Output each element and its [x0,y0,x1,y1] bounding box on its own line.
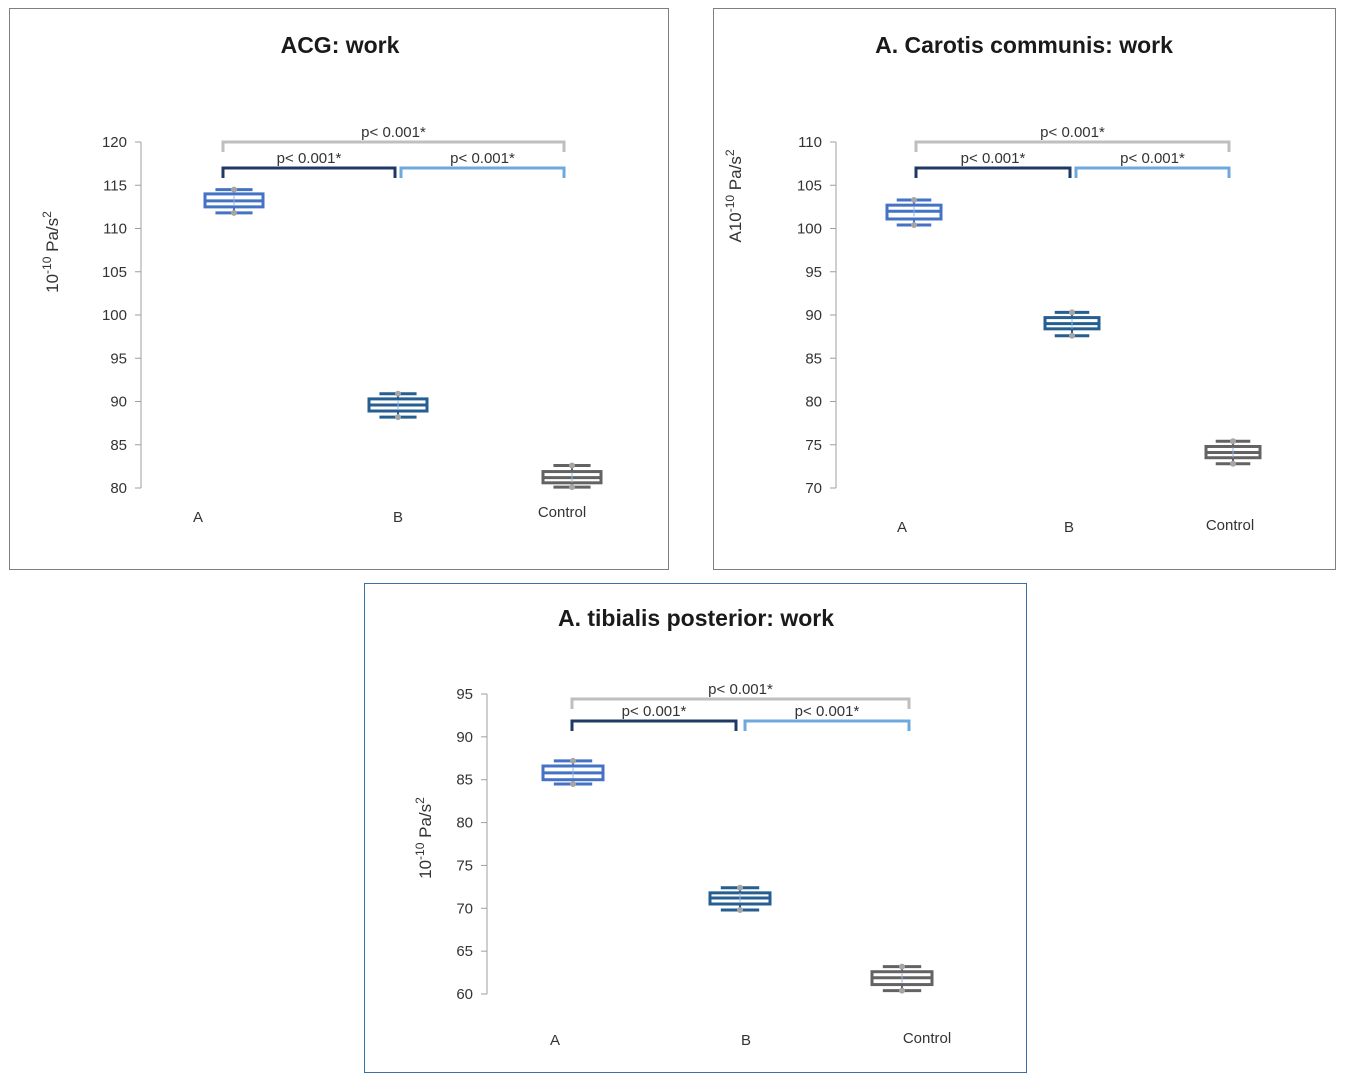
y-axis-label-base: A10 [726,212,745,242]
y-tick-label: 105 [797,177,822,194]
significance-label-b-control: p< 0.001* [450,150,515,167]
box-min-point-control [899,987,905,994]
chart-title: ACG: work [281,32,400,58]
box-max-point-control [569,462,575,469]
category-label-b: B [1064,519,1074,536]
significance-label-a-control: p< 0.001* [361,124,426,141]
significance-label-a-control: p< 0.001* [1040,124,1105,141]
y-tick-label: 85 [805,350,822,367]
significance-label-a-b: p< 0.001* [277,150,342,167]
chart-carotis: A. Carotis communis: work 70 75 80 85 90 95 100… [723,32,1262,536]
y-tick-label: 80 [456,815,473,832]
chart-panel-acg: ACG: work 80 85 90 95 100 105 110 115 120 10-10 Pa… [9,8,669,570]
y-tick-label: 100 [102,307,127,324]
y-axis-label-exponent: -10 [40,256,54,274]
y-axis-label-square: 2 [723,149,737,156]
significance-label-a-b: p< 0.001* [961,150,1026,167]
category-label-b: B [393,509,403,526]
y-tick-label: 75 [805,437,822,454]
y-axis-label: 10-10 Pa/s2 [413,797,435,879]
y-tick-label: 75 [456,857,473,874]
box-max-point-a [231,186,237,193]
significance-label-b-control: p< 0.001* [1120,150,1185,167]
y-tick-label: 105 [102,264,127,281]
chart-title: A. tibialis posterior: work [558,605,834,631]
category-label-a: A [193,509,203,526]
significance-bracket-a-control [914,140,1231,152]
y-tick-label: 115 [103,177,127,194]
y-tick-label: 95 [456,686,473,703]
significance-bracket-a-b [221,166,397,178]
significance-label-a-b: p< 0.001* [622,703,687,720]
box-max-point-control [1230,438,1236,445]
y-tick-label: 95 [110,350,127,367]
chart-acg: ACG: work 80 85 90 95 100 105 110 115 120 10-10 Pa… [40,32,603,526]
chart-tibialis: A. tibialis posterior: work 60 65 70 75 80 85 9… [413,605,951,1049]
category-label-a: A [897,519,907,536]
y-axis-label: 10-10 Pa/s2 [40,211,62,293]
y-tick-label: 60 [456,986,473,1003]
y-tick-label: 90 [805,307,822,324]
y-tick-label: 85 [110,437,127,454]
y-tick-label: 100 [797,221,822,238]
y-axis-label-unit: Pa/s [416,804,435,843]
y-axis-label-base: 10 [43,274,62,293]
significance-bracket-a-control [221,140,566,152]
y-tick-label: 80 [805,394,822,411]
box-min-point-control [569,484,575,491]
y-tick-label: 90 [110,394,127,411]
box-max-point-b [1069,309,1075,316]
category-label-a: A [550,1032,560,1049]
box-min-point-b [395,414,401,421]
box-min-point-a [911,222,917,229]
y-axis-label: A10-10 Pa/s2 [723,149,745,242]
y-tick-label: 95 [805,264,822,281]
y-axis-label-unit: Pa/s [726,156,745,195]
significance-label-a-control: p< 0.001* [708,681,773,698]
y-axis-label-exponent: -10 [413,842,427,860]
significance-label-b-control: p< 0.001* [795,703,860,720]
box-max-point-b [737,884,743,891]
y-tick-label: 110 [103,221,127,238]
y-tick-label: 70 [456,900,473,917]
box-max-point-control [899,963,905,970]
category-label-control: Control [538,504,586,521]
y-tick-label: 70 [805,480,822,497]
significance-bracket-b-control [1074,166,1231,178]
significance-bracket-b-control [743,719,911,731]
y-tick-label: 120 [102,134,127,151]
box-min-point-b [737,907,743,913]
chart-panel-carotis: A. Carotis communis: work 70 75 80 85 90 95 100… [713,8,1336,570]
box-min-point-a [231,209,237,216]
box-min-point-a [570,781,576,787]
category-label-control: Control [903,1030,951,1047]
y-tick-label: 110 [798,134,822,151]
chart-panel-tibialis: A. tibialis posterior: work 60 65 70 75 80 85 9… [364,583,1027,1073]
y-tick-label: 65 [456,943,473,960]
box-max-point-a [911,196,917,203]
significance-bracket-a-control [570,697,911,709]
chart-title: A. Carotis communis: work [875,32,1173,58]
box-min-point-control [1230,460,1236,467]
category-label-control: Control [1206,517,1254,534]
category-label-b: B [741,1032,751,1049]
y-tick-label: 90 [456,729,473,746]
y-axis-label-square: 2 [413,797,427,804]
y-tick-label: 80 [110,480,127,497]
significance-bracket-a-b [570,719,738,731]
y-axis-label-unit: Pa/s [43,218,62,257]
significance-bracket-b-control [399,166,566,178]
box-max-point-b [395,390,401,397]
y-tick-label: 85 [456,772,473,789]
y-axis-label-square: 2 [40,211,54,218]
y-axis-label-base: 10 [416,860,435,879]
box-max-point-a [570,757,576,764]
y-axis-label-exponent: -10 [723,195,737,213]
box-min-point-b [1069,332,1075,339]
significance-bracket-a-b [914,166,1072,178]
